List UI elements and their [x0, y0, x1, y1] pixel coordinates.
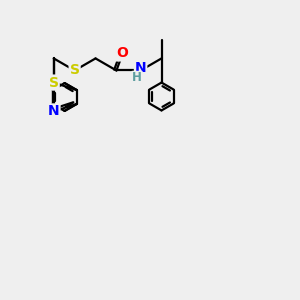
Text: H: H	[132, 71, 142, 84]
Text: S: S	[70, 64, 80, 77]
Text: N: N	[48, 104, 59, 118]
Text: S: S	[49, 76, 59, 90]
Text: O: O	[117, 46, 129, 61]
Text: N: N	[135, 61, 146, 75]
